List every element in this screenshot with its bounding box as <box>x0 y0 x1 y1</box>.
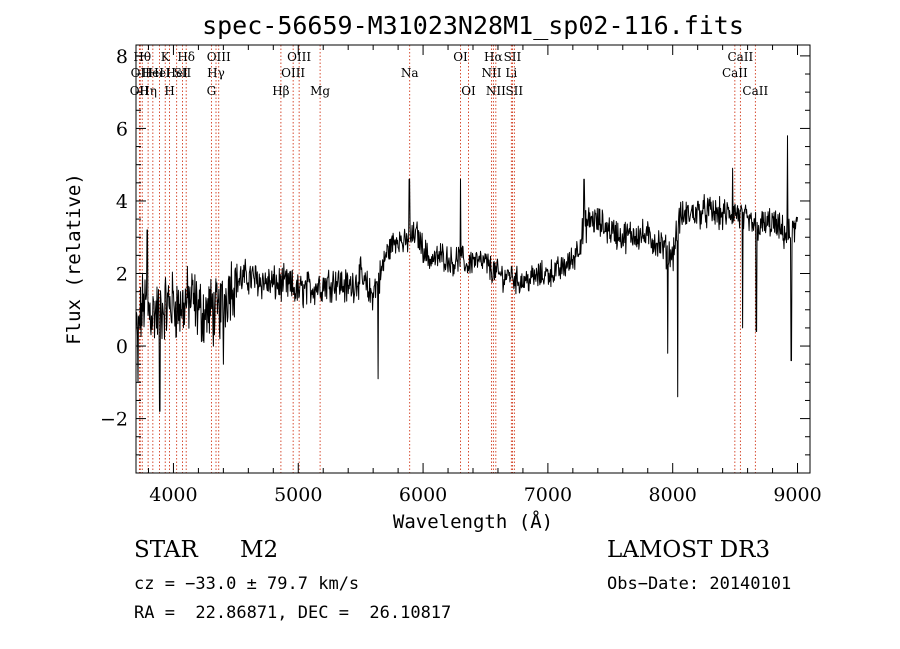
line-label-16: OIII <box>287 50 311 64</box>
line-label-6: K <box>161 50 171 64</box>
coordinates: RA = 22.86871, DEC = 26.10817 <box>134 603 452 623</box>
line-label-4: HeI <box>142 66 165 80</box>
object-subclass: M2 <box>240 537 279 563</box>
line-label-1: OII <box>131 66 151 80</box>
redshift-value: cz = −33.0 ± 79.7 km/s <box>134 574 360 594</box>
y-tick-label-2: 2 <box>116 264 128 286</box>
y-axis-ticks: −2 0 2 4 6 8 <box>100 46 810 456</box>
line-label-28: CaII <box>727 50 753 64</box>
line-label-27: CaII <box>722 66 748 80</box>
line-label-7: H <box>164 84 174 98</box>
chart-title: spec-56659-M31023N28M1_sp02-116.fits <box>202 11 744 40</box>
observation-date: Obs−Date: 20140101 <box>607 574 792 594</box>
x-tick-label-0: 4000 <box>149 484 197 506</box>
x-tick-label-3: 7000 <box>524 484 572 506</box>
line-label-5: HeI <box>148 66 171 80</box>
x-tick-label-2: 6000 <box>399 484 447 506</box>
line-label-21: NII <box>481 66 501 80</box>
x-axis-ticks: 4000 5000 6000 7000 8000 9000 <box>147 45 822 506</box>
line-label-26: SII <box>505 84 523 98</box>
line-label-20: OI <box>461 84 476 98</box>
line-label-14: Hβ <box>272 84 289 98</box>
x-tick-label-1: 5000 <box>274 484 322 506</box>
y-axis-label: Flux (relative) <box>63 173 85 345</box>
line-label-12: Hγ <box>207 66 225 80</box>
object-type: STAR <box>134 537 198 563</box>
line-label-10: Hδ <box>177 50 195 64</box>
x-tick-label-5: 9000 <box>773 484 821 506</box>
y-tick-label-4: 6 <box>116 118 128 140</box>
line-label-17: Mg <box>310 84 330 98</box>
x-tick-label-4: 8000 <box>649 484 697 506</box>
line-label-15: OIII <box>281 66 305 80</box>
line-label-2: OII <box>130 84 150 98</box>
survey-name: LAMOST DR3 <box>607 537 771 563</box>
line-label-23: NII <box>486 84 506 98</box>
line-label-13: OIII <box>207 50 231 64</box>
flux-series-line <box>135 135 798 412</box>
y-tick-label-5: 8 <box>116 46 128 68</box>
line-label-19: OI <box>453 50 468 64</box>
line-label-11: G <box>207 84 217 98</box>
line-label-9: SII <box>174 66 192 80</box>
line-label-18: Na <box>401 66 419 80</box>
line-label-8: HeI <box>166 66 189 80</box>
y-tick-label-0: −2 <box>100 409 128 431</box>
line-label-3: Hη <box>139 84 157 98</box>
line-label-22: Hα <box>484 50 503 64</box>
line-label-25: SII <box>504 50 522 64</box>
line-label-0: Hθ <box>133 50 151 64</box>
line-label-29: CaII <box>742 84 768 98</box>
spectral-line-labels: HθOIIOIIHηHeIHeIKHHeISIIHδGHγOIIIHβOIIIO… <box>130 50 769 98</box>
line-label-24: Li <box>505 66 517 80</box>
y-tick-label-1: 0 <box>116 336 128 358</box>
x-axis-label: Wavelength (Å) <box>393 510 553 533</box>
y-tick-label-3: 4 <box>116 191 128 213</box>
